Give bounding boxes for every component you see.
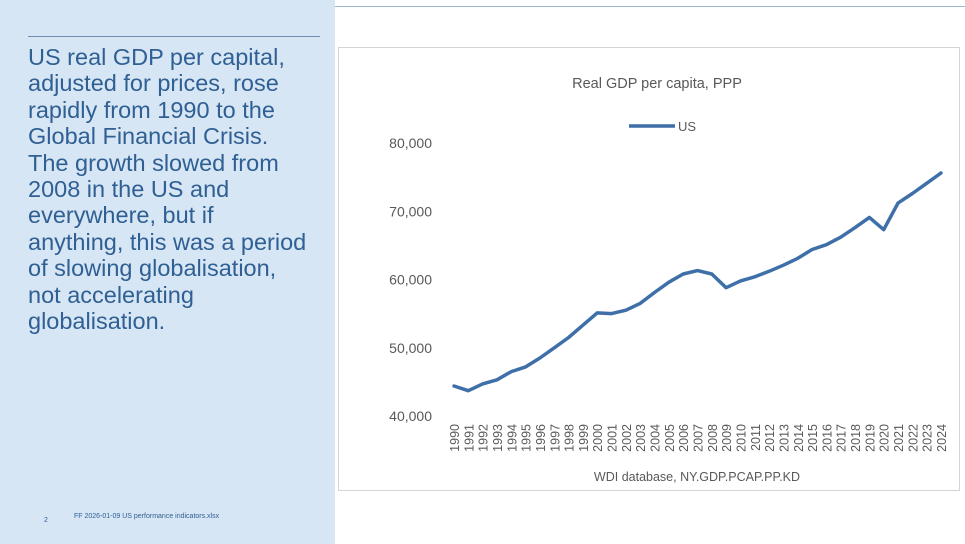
slide-number: 2: [44, 517, 48, 524]
x-axis-title: WDI database, NY.GDP.PCAP.PP.KD: [594, 470, 800, 484]
x-tick-label: 1994: [505, 424, 519, 452]
x-tick-label: 2003: [634, 424, 648, 452]
x-axis: 1990 1991 1992 1993 1994 1995 1996 1997 1998 1999…: [448, 424, 949, 452]
y-tick-label: 70,000: [389, 203, 432, 219]
x-tick-label: 2018: [849, 424, 863, 452]
chart-title: Real GDP per capita, PPP: [572, 76, 742, 92]
text-panel: US real GDP per capital, adjusted for pr…: [0, 0, 335, 544]
x-tick-label: 2008: [706, 424, 720, 452]
slide-body-text: US real GDP per capital, adjusted for pr…: [28, 44, 307, 335]
chart-container[interactable]: Real GDP per capita, PPP US 80,000 70,000…: [338, 47, 960, 491]
footer-filename: FF 2026-01-09 US performance indicators.…: [74, 513, 220, 520]
y-tick-label: 50,000: [389, 340, 432, 356]
y-tick-label: 80,000: [389, 135, 432, 151]
series-line-us: [452, 171, 943, 393]
x-tick-label: 2005: [663, 424, 677, 452]
x-tick-label: 2024: [935, 424, 949, 452]
x-tick-label: 1992: [477, 424, 491, 452]
x-tick-label: 2004: [649, 424, 663, 452]
x-tick-label: 2011: [749, 424, 763, 451]
x-tick-label: 2022: [906, 424, 920, 452]
x-tick-label: 2015: [806, 424, 820, 452]
x-tick-label: 1991: [462, 424, 476, 452]
x-tick-label: 2007: [692, 424, 706, 452]
x-tick-label: 2019: [863, 424, 877, 452]
x-tick-label: 2012: [763, 424, 777, 452]
x-tick-label: 1996: [534, 424, 548, 452]
panel-divider: [28, 36, 320, 37]
x-tick-label: 2020: [878, 424, 892, 452]
x-tick-label: 2016: [820, 424, 834, 452]
x-tick-label: 2001: [606, 424, 620, 452]
chart-legend: US: [629, 119, 696, 134]
x-tick-label: 1990: [448, 424, 462, 452]
x-tick-label: 2013: [777, 424, 791, 452]
y-tick-label: 40,000: [389, 408, 432, 424]
x-tick-label: 1995: [520, 424, 534, 452]
x-tick-label: 2000: [591, 424, 605, 452]
x-tick-label: 1993: [491, 424, 505, 452]
x-tick-label: 2017: [835, 424, 849, 452]
y-axis: 80,000 70,000 60,000 50,000 40,000: [389, 135, 432, 424]
x-tick-label: 2006: [677, 424, 691, 452]
x-tick-label: 1999: [577, 424, 591, 452]
x-tick-label: 2021: [892, 424, 906, 452]
legend-label-us: US: [678, 119, 696, 134]
x-tick-label: 2009: [720, 424, 734, 452]
x-tick-label: 1997: [548, 424, 562, 452]
gdp-line-chart: Real GDP per capita, PPP US 80,000 70,000…: [389, 76, 949, 484]
x-tick-label: 1998: [563, 424, 577, 452]
x-tick-label: 2014: [792, 424, 806, 452]
top-divider: [335, 6, 965, 7]
x-tick-label: 2002: [620, 424, 634, 452]
y-tick-label: 60,000: [389, 272, 432, 288]
x-tick-label: 2010: [734, 424, 748, 452]
plot-area: [452, 171, 943, 393]
x-tick-label: 2023: [921, 424, 935, 452]
